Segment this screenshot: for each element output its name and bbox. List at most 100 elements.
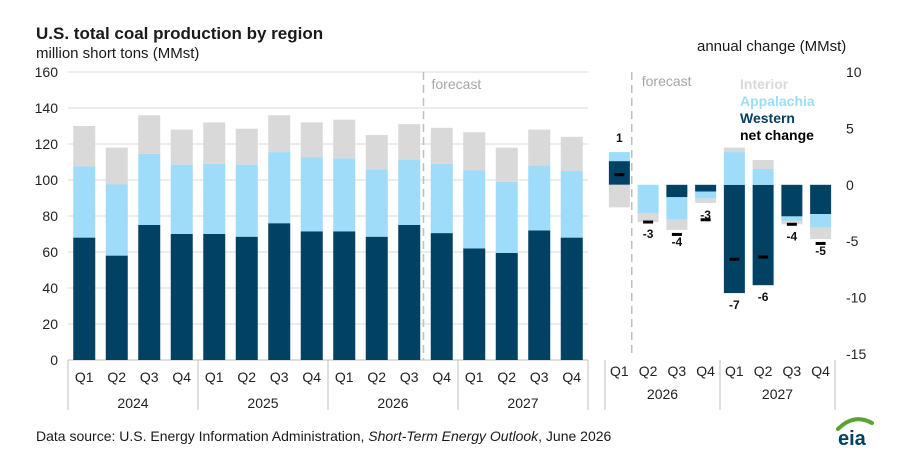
right-x-tick-label: Q2 <box>754 363 773 379</box>
legend-entry-interior: Interior <box>740 76 789 92</box>
change-bar-appalachia <box>666 197 688 220</box>
logo-arc-shape <box>836 417 874 431</box>
data-source-note: Data source: U.S. Energy Information Adm… <box>36 428 611 444</box>
left-x-tick-label: Q4 <box>302 369 321 385</box>
bar-interior <box>365 135 388 170</box>
bar-appalachia <box>398 159 421 225</box>
right-x-tick-label: Q1 <box>610 363 629 379</box>
change-bar-interior <box>723 147 745 153</box>
left-year-label: 2025 <box>247 395 278 411</box>
left-x-tick-label: Q2 <box>367 369 386 385</box>
left-year-label: 2024 <box>117 395 148 411</box>
left-x-tick-label: Q3 <box>140 369 159 385</box>
bar-appalachia <box>365 169 388 237</box>
left-y-tick-label: 40 <box>42 280 58 296</box>
change-bar-western <box>752 184 774 286</box>
bar-appalachia <box>463 170 486 249</box>
bar-interior <box>268 115 291 153</box>
left-forecast-label: forecast <box>432 76 482 92</box>
logo-wordmark: eia <box>838 428 867 449</box>
change-bar-western <box>666 184 688 198</box>
left-x-tick-label: Q2 <box>497 369 516 385</box>
legend-entry-net-change: net change <box>740 127 814 143</box>
bar-interior <box>105 147 128 185</box>
left-x-tick-label: Q3 <box>270 369 289 385</box>
left-x-tick-label: Q1 <box>205 369 224 385</box>
net-change-data-label: -4 <box>787 229 798 243</box>
bar-western <box>105 255 128 360</box>
bar-western <box>300 231 323 360</box>
bar-western <box>365 236 388 360</box>
change-bar-appalachia <box>781 216 803 221</box>
bar-interior <box>495 147 518 182</box>
change-bar-interior <box>695 198 717 203</box>
bar-appalachia <box>73 166 96 238</box>
right-y-tick-label: -5 <box>846 233 859 249</box>
bar-interior <box>430 127 453 164</box>
bar-western <box>333 231 356 360</box>
change-bar-appalachia <box>723 152 745 185</box>
bar-appalachia <box>138 153 161 225</box>
chart-title: U.S. total coal production by region <box>36 24 324 43</box>
left-axis-title: million short tons (MMst) <box>36 45 200 62</box>
left-y-tick-label: 0 <box>50 352 58 368</box>
change-bar-appalachia <box>695 191 717 199</box>
bar-western <box>73 237 96 360</box>
left-y-tick-label: 20 <box>42 316 58 332</box>
right-y-tick-label: 5 <box>846 120 854 136</box>
left-x-tick-label: Q1 <box>465 369 484 385</box>
right-forecast-label: forecast <box>642 73 692 89</box>
left-y-tick-label: 80 <box>42 208 58 224</box>
bar-interior <box>235 128 258 165</box>
right-x-tick-label: Q1 <box>725 363 744 379</box>
bar-interior <box>398 124 421 160</box>
right-y-tick-label: 10 <box>846 64 862 80</box>
net-change-data-label: 1 <box>616 131 623 145</box>
source-prefix: Data source: U.S. Energy Information Adm… <box>36 428 369 444</box>
bar-appalachia <box>333 158 356 232</box>
right-x-tick-label: Q3 <box>668 363 687 379</box>
bar-western <box>268 223 291 360</box>
change-bar-western <box>810 184 832 215</box>
bar-appalachia <box>105 184 128 256</box>
net-change-data-label: -4 <box>672 235 683 249</box>
right-year-label: 2026 <box>647 386 678 402</box>
bar-interior <box>528 129 551 166</box>
bar-appalachia <box>430 163 453 234</box>
bar-western <box>138 225 161 360</box>
change-bar-interior <box>781 220 803 225</box>
right-y-tick-label: -10 <box>846 290 866 306</box>
net-change-data-label: -3 <box>700 208 711 222</box>
bar-interior <box>560 136 583 171</box>
bar-appalachia <box>268 152 291 224</box>
bar-appalachia <box>495 181 518 253</box>
legend-entry-western: Western <box>740 110 795 126</box>
eia-logo: eia <box>832 415 876 454</box>
left-x-tick-label: Q2 <box>237 369 256 385</box>
left-y-tick-label: 60 <box>42 244 58 260</box>
left-y-tick-label: 140 <box>35 100 59 116</box>
change-bar-western <box>608 161 630 185</box>
left-x-tick-label: Q4 <box>172 369 191 385</box>
left-y-tick-label: 160 <box>35 64 59 80</box>
bar-western <box>560 237 583 360</box>
bar-interior <box>203 122 226 164</box>
left-year-label: 2027 <box>507 395 538 411</box>
bar-western <box>495 252 518 360</box>
source-suffix: , June 2026 <box>538 428 612 444</box>
bar-appalachia <box>235 164 258 237</box>
bar-appalachia <box>560 171 583 238</box>
bar-western <box>528 230 551 360</box>
bar-interior <box>300 122 323 158</box>
left-x-tick-label: Q2 <box>107 369 126 385</box>
change-bar-western <box>723 184 745 294</box>
change-bar-western <box>695 184 717 192</box>
change-bar-interior <box>666 219 688 230</box>
right-x-tick-label: Q4 <box>696 363 715 379</box>
bar-western <box>235 236 258 360</box>
left-y-tick-label: 100 <box>35 172 59 188</box>
bar-western <box>170 234 193 360</box>
left-x-tick-label: Q4 <box>562 369 581 385</box>
net-change-data-label: -5 <box>815 244 826 258</box>
left-x-tick-label: Q3 <box>400 369 419 385</box>
